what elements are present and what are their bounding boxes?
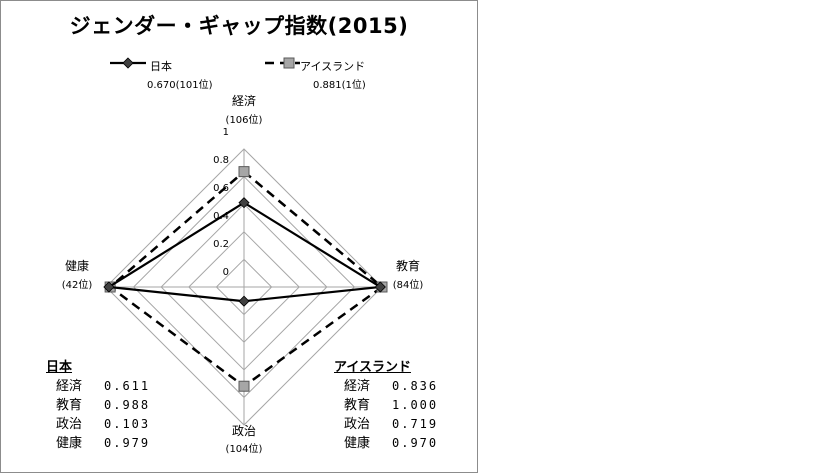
table-row-label: 政治 (56, 417, 83, 432)
table-title-japan: 日本 (46, 360, 73, 375)
data-point-iceland (238, 380, 250, 392)
data-point-japan (374, 281, 386, 293)
data-point-iceland (238, 166, 250, 178)
legend-score-japan: 0.670(101位) (147, 80, 213, 91)
tick-label-1: 1 (222, 127, 229, 138)
table-row-label: 健康 (56, 436, 83, 451)
axis-label-economy: 経済 (231, 94, 256, 108)
axis-rank-education: (84位) (392, 280, 424, 291)
legend-marker-iceland (283, 57, 295, 69)
data-point-japan (238, 295, 250, 307)
legend-label-iceland: アイスランド (300, 60, 366, 73)
tick-label-0-8: 0.8 (213, 155, 229, 166)
table-row-value: 0.970 (392, 436, 439, 450)
table-row-value: 0.719 (392, 417, 439, 431)
table-row-label: 健康 (344, 436, 371, 451)
axis-label-health: 健康 (64, 259, 89, 273)
legend-label-japan: 日本 (150, 60, 172, 73)
axis-rank-politics: (104位) (225, 444, 263, 455)
table-row-value: 0.103 (104, 417, 151, 431)
table-row-label: 教育 (56, 398, 83, 413)
data-point-japan (238, 197, 250, 209)
axis-rank-economy: (106位) (225, 115, 263, 126)
legend-marker-japan (122, 57, 134, 69)
tick-label-0: 0 (222, 267, 229, 278)
table-row-label: 政治 (344, 417, 371, 432)
table-row-value: 0.988 (104, 398, 151, 412)
table-row-label: 教育 (344, 398, 371, 413)
table-row-value: 0.611 (104, 379, 151, 393)
table-row: 経済 0.836 (344, 375, 438, 394)
table-row: 政治 0.719 (344, 413, 438, 432)
table-row-value: 1.000 (392, 398, 439, 412)
tick-label-0-2: 0.2 (213, 239, 229, 250)
axis-label-education: 教育 (395, 259, 420, 273)
table-title-iceland: アイスランド (334, 360, 411, 375)
table-row: 教育 0.988 (56, 394, 150, 413)
table-row: 教育 1.000 (344, 394, 438, 413)
table-row: 健康 0.979 (56, 432, 150, 451)
table-row: 健康 0.970 (344, 432, 438, 451)
axis-label-politics: 政治 (231, 424, 256, 438)
chart-title: ジェンダー・ギャップ指数(2015) (69, 14, 409, 38)
axis-rank-health: (42位) (61, 280, 93, 291)
table-row-value: 0.979 (104, 436, 151, 450)
tick-label-0-6: 0.6 (213, 183, 229, 194)
data-point-japan (103, 281, 115, 293)
legend-score-iceland: 0.881(1位) (313, 80, 366, 91)
table-row-label: 経済 (344, 379, 371, 394)
tick-label-0-4: 0.4 (213, 211, 229, 222)
table-row: 政治 0.103 (56, 413, 150, 432)
table-row-label: 経済 (56, 379, 83, 394)
table-row-value: 0.836 (392, 379, 439, 393)
table-row: 経済 0.611 (56, 375, 150, 394)
